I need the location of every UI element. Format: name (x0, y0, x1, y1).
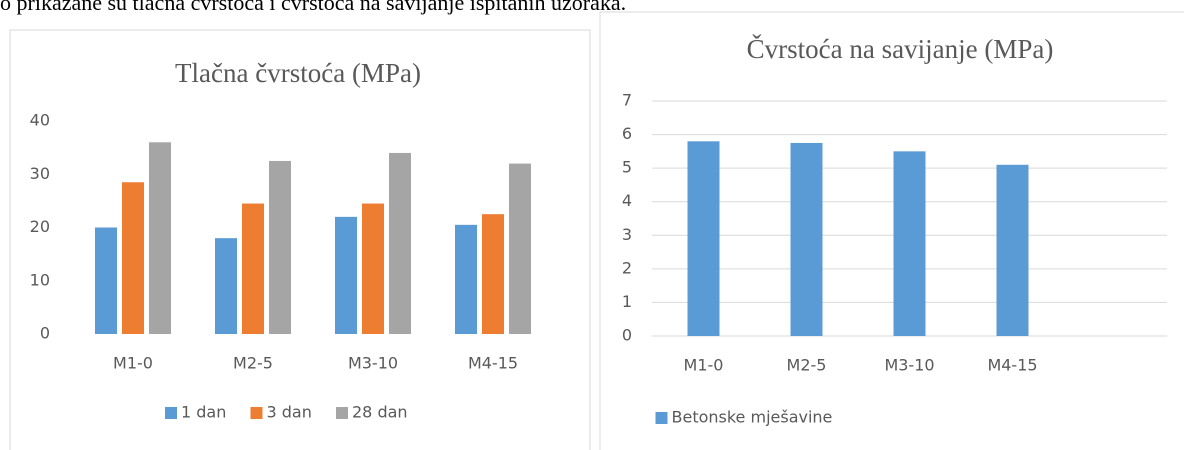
bar (509, 163, 531, 334)
bar (996, 164, 1029, 336)
legend-label: 1 dan (181, 403, 226, 422)
legend-label: 3 dan (267, 403, 312, 422)
bar (95, 227, 117, 334)
x-tick-label: M1-0 (684, 356, 724, 375)
y-tick-label: 2 (622, 258, 632, 277)
legend-swatch (250, 407, 263, 419)
y-tick-label: 5 (622, 158, 632, 177)
y-tick-label: 1 (622, 292, 632, 311)
x-tick-label: M4-15 (468, 354, 518, 373)
bar (482, 214, 504, 334)
bar (389, 152, 411, 334)
y-tick-label: 0 (622, 326, 632, 345)
y-tick-label: 6 (622, 124, 632, 143)
x-tick-label: M3-10 (348, 354, 398, 373)
legend-label: 28 dan (352, 403, 408, 422)
x-tick-label: M3-10 (884, 356, 934, 375)
chart-title: Čvrstoća na savijanje (MPa) (747, 34, 1054, 64)
y-tick-label: 7 (622, 91, 632, 110)
chart-title: Tlačna čvrstoća (MPa) (175, 58, 421, 88)
legend-swatch (336, 407, 348, 419)
bar (455, 224, 477, 334)
legend-swatch (655, 412, 668, 424)
x-tick-label: M2-5 (787, 356, 827, 375)
x-tick-label: M2-5 (233, 354, 273, 373)
bar (687, 141, 720, 336)
bar (335, 216, 357, 334)
x-tick-label: M4-15 (987, 356, 1037, 375)
legend-label: Betonske mješavine (672, 408, 833, 427)
bar (790, 142, 823, 336)
y-tick-label: 10 (30, 270, 50, 289)
bar (242, 203, 264, 334)
y-tick-label: 40 (30, 111, 50, 130)
legend-swatch (165, 407, 177, 419)
y-tick-label: 0 (40, 324, 50, 343)
y-tick-label: 3 (622, 225, 632, 244)
body-text: o prikazane su tlačna čvrstoća i čvrstoć… (0, 0, 626, 15)
bar (149, 142, 171, 334)
bar (269, 160, 291, 334)
bar (362, 203, 384, 334)
y-tick-label: 30 (30, 164, 50, 183)
bar (215, 238, 237, 334)
x-tick-label: M1-0 (113, 354, 153, 373)
bar (122, 182, 144, 334)
bar (893, 151, 926, 336)
y-tick-label: 20 (30, 217, 50, 236)
y-tick-label: 4 (622, 191, 632, 210)
